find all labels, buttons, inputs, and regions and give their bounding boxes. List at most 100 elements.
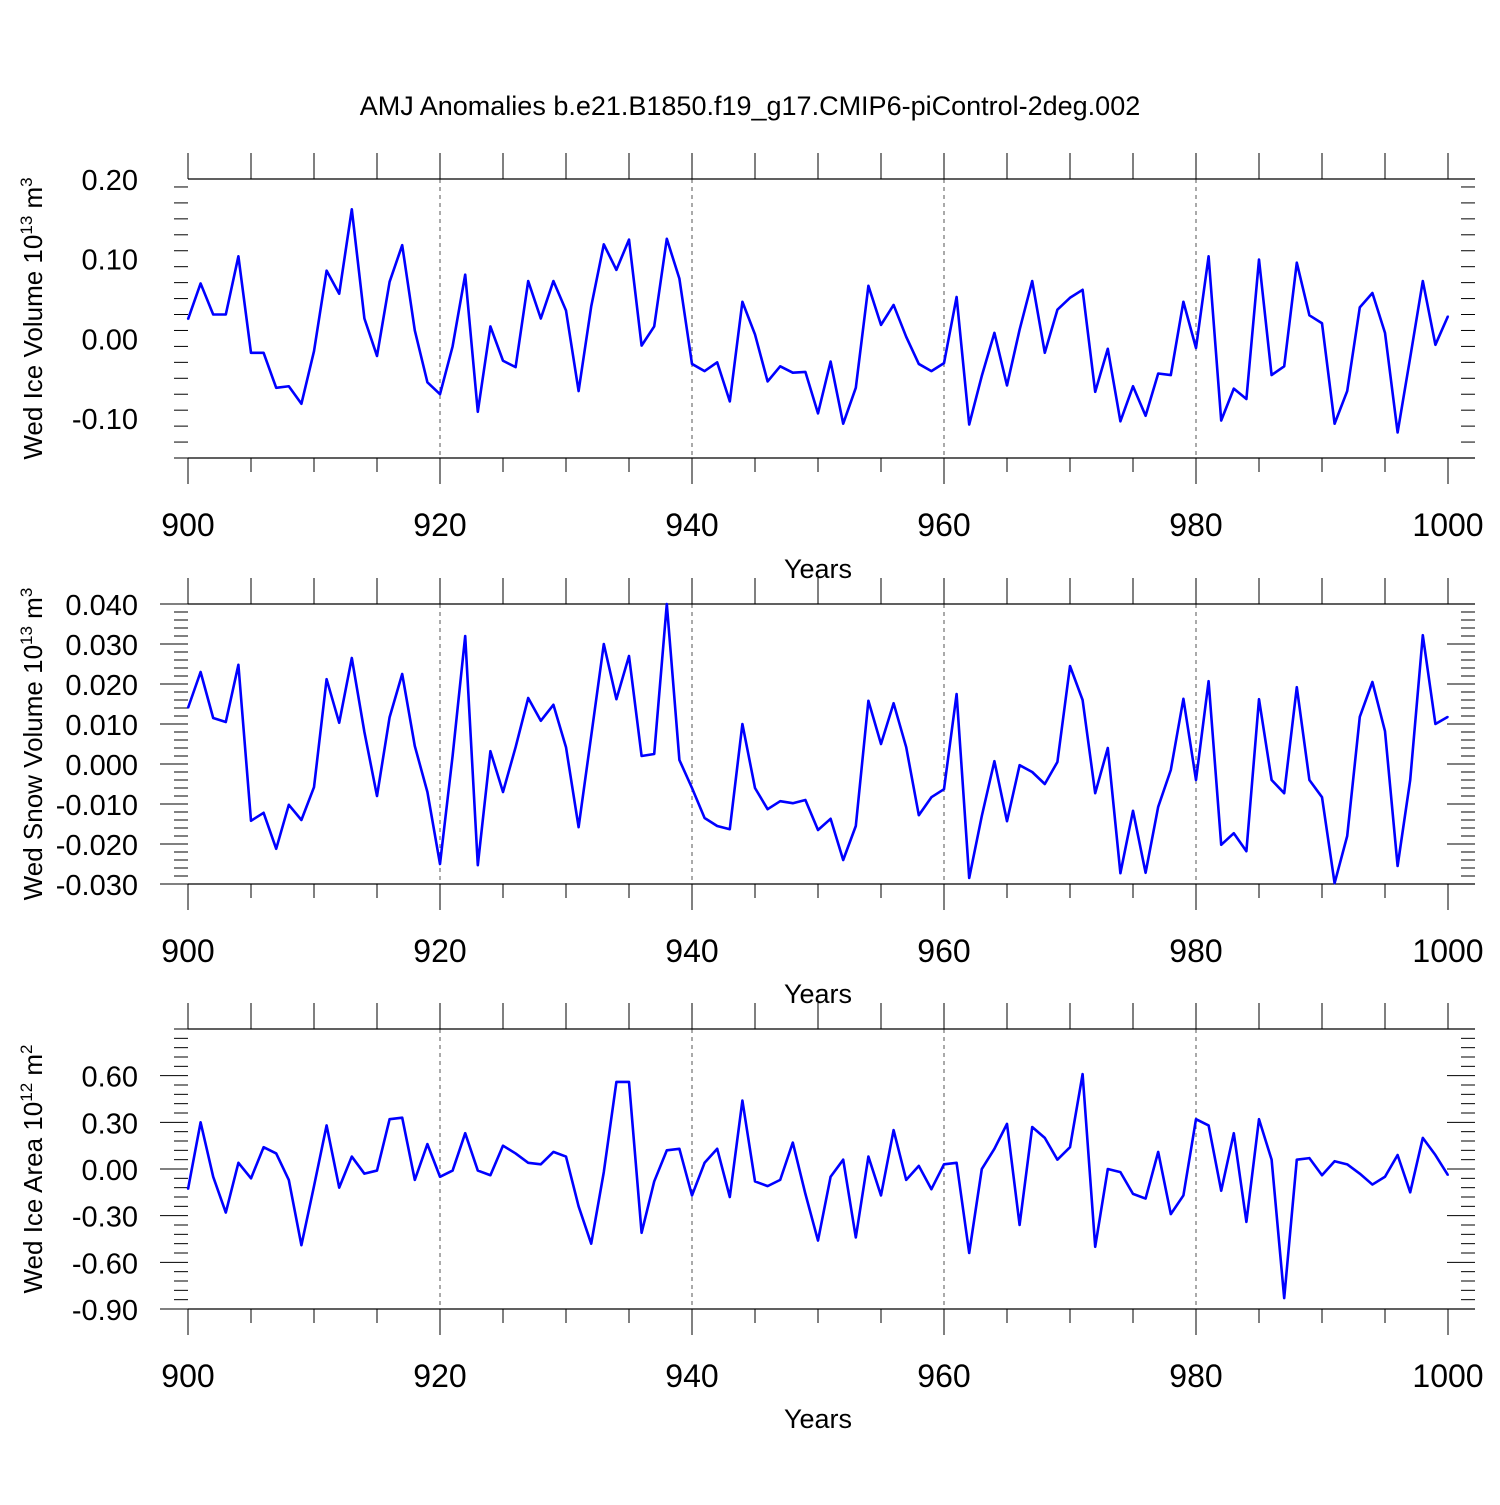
x-tick-label: 1000 bbox=[1412, 933, 1483, 969]
data-point bbox=[930, 796, 933, 798]
data-point bbox=[1207, 1124, 1210, 1127]
data-point bbox=[981, 815, 983, 817]
data-point bbox=[225, 721, 227, 723]
data-point bbox=[1069, 296, 1071, 299]
data-point bbox=[615, 1081, 618, 1083]
y-axis-label-superscript: 3 bbox=[17, 177, 36, 186]
data-point bbox=[477, 864, 479, 866]
data-point bbox=[1333, 1160, 1336, 1163]
data-point bbox=[1157, 1151, 1159, 1153]
data-point bbox=[1094, 391, 1096, 393]
data-point bbox=[829, 818, 832, 820]
data-point bbox=[1207, 255, 1210, 258]
y-tick-label: 0.30 bbox=[82, 1108, 138, 1140]
data-point bbox=[237, 1161, 240, 1164]
y-tick-label: -0.010 bbox=[56, 790, 138, 822]
data-point bbox=[1069, 665, 1071, 667]
data-point bbox=[842, 859, 844, 861]
data-point bbox=[1220, 419, 1222, 422]
data-point bbox=[1233, 832, 1235, 834]
data-point bbox=[237, 664, 240, 666]
data-point bbox=[1422, 634, 1424, 636]
data-point bbox=[1094, 1245, 1096, 1248]
data-point bbox=[1308, 314, 1311, 317]
data-point bbox=[351, 657, 353, 659]
data-point bbox=[905, 1179, 907, 1181]
data-point bbox=[955, 693, 958, 695]
data-point bbox=[1447, 1174, 1449, 1177]
data-point bbox=[300, 402, 303, 405]
y-axis-label-text: Wed Ice Volume 10 bbox=[18, 235, 48, 460]
x-tick-label: 920 bbox=[413, 507, 466, 543]
x-axis-label: Years bbox=[784, 1404, 852, 1434]
data-point bbox=[678, 277, 681, 280]
y-axis-label-superscript: 2 bbox=[17, 1044, 36, 1053]
data-point bbox=[388, 281, 391, 283]
data-point bbox=[540, 317, 542, 320]
data-point bbox=[792, 371, 794, 374]
data-point bbox=[1170, 769, 1172, 771]
data-point bbox=[615, 269, 618, 271]
x-tick-label: 900 bbox=[161, 507, 214, 543]
x-tick-label: 900 bbox=[161, 933, 214, 969]
x-tick-label: 960 bbox=[917, 933, 970, 969]
data-point bbox=[338, 722, 341, 724]
data-point bbox=[300, 819, 303, 821]
data-point bbox=[489, 1174, 492, 1177]
data-point bbox=[1069, 1146, 1071, 1149]
data-point bbox=[1409, 779, 1411, 781]
data-point bbox=[691, 363, 693, 365]
data-point bbox=[981, 375, 983, 377]
data-point bbox=[968, 877, 970, 879]
data-point bbox=[968, 423, 970, 426]
y-tick-label: -0.10 bbox=[72, 404, 138, 436]
data-point bbox=[1422, 280, 1424, 282]
x-tick-label: 980 bbox=[1169, 507, 1222, 543]
data-point bbox=[225, 313, 227, 316]
data-point bbox=[552, 704, 555, 706]
data-point bbox=[187, 707, 189, 709]
data-point bbox=[1006, 384, 1008, 387]
chart-panel-3: 0.60 0.30 0.00 -0.30 -0.60 -0.90 900 920 940 960 9… bbox=[17, 1003, 1484, 1434]
data-point bbox=[514, 366, 517, 368]
y-tick-label: 0.00 bbox=[82, 324, 138, 356]
data-point bbox=[1081, 289, 1084, 291]
data-point bbox=[666, 1149, 668, 1152]
data-point bbox=[703, 817, 706, 819]
y-axis-label-superscript: 13 bbox=[17, 216, 36, 235]
data-point bbox=[1182, 698, 1185, 700]
data-point bbox=[565, 746, 567, 748]
data-point bbox=[325, 1124, 328, 1127]
data-point bbox=[187, 318, 189, 321]
data-point bbox=[729, 400, 731, 403]
y-axis-label: Wed Ice Volume 1013 m3 bbox=[17, 177, 48, 459]
data-point bbox=[1447, 315, 1449, 317]
data-point bbox=[867, 1155, 870, 1158]
data-point bbox=[792, 1141, 794, 1144]
data-point bbox=[212, 717, 214, 719]
data-point bbox=[527, 697, 529, 699]
data-point bbox=[565, 1155, 567, 1158]
data-line bbox=[186, 1072, 1450, 1300]
data-point bbox=[1031, 280, 1033, 282]
data-point bbox=[640, 755, 643, 757]
data-point bbox=[1422, 1137, 1424, 1139]
x-tick-label: 920 bbox=[413, 1358, 466, 1394]
data-point bbox=[477, 410, 479, 413]
y-axis-label: Wed Snow Volume 1013 m3 bbox=[17, 588, 48, 901]
data-point bbox=[1107, 747, 1109, 749]
data-point bbox=[464, 635, 467, 637]
data-point bbox=[817, 412, 819, 415]
data-point bbox=[1094, 792, 1096, 794]
data-point bbox=[590, 735, 592, 737]
data-point bbox=[1409, 356, 1411, 359]
data-point bbox=[338, 292, 341, 295]
y-axis-label-text: m bbox=[18, 1054, 48, 1083]
data-point bbox=[439, 863, 441, 865]
data-point bbox=[451, 345, 454, 348]
data-point bbox=[527, 1161, 529, 1164]
data-point bbox=[540, 720, 542, 722]
data-point bbox=[1346, 835, 1348, 837]
data-point bbox=[691, 1194, 693, 1197]
